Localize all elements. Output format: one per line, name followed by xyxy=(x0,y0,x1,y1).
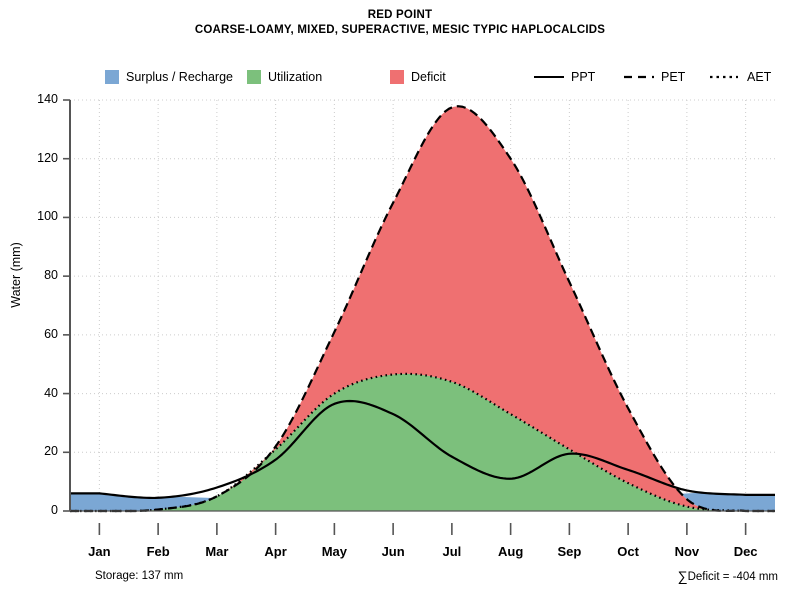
legend-label-aet: AET xyxy=(747,70,772,84)
y-tick-label: 60 xyxy=(44,326,58,341)
dashed-line-icon xyxy=(624,70,654,84)
deficit-color-swatch xyxy=(390,70,404,84)
y-tick-label: 80 xyxy=(44,268,58,283)
x-tick-label-oct: Oct xyxy=(617,544,639,559)
chart-subtitle: COARSE-LOAMY, MIXED, SUPERACTIVE, MESIC … xyxy=(194,24,606,36)
legend-item-aet: AET xyxy=(710,66,771,88)
legend-label-pet: PET xyxy=(661,70,686,84)
y-tick-label: 40 xyxy=(44,385,58,400)
utilization-color-swatch xyxy=(247,70,261,84)
legend-label-ppt: PPT xyxy=(571,70,596,84)
y-tick-label: 100 xyxy=(37,209,58,224)
legend-label-deficit: Deficit xyxy=(411,70,446,84)
legend-item-deficit: Deficit xyxy=(390,66,446,88)
x-tick-label-may: May xyxy=(321,544,348,559)
legend-label-utilization: Utilization xyxy=(268,70,323,84)
x-tick-label-aug: Aug xyxy=(497,544,524,559)
x-tick-label-jul: Jul xyxy=(442,544,462,559)
legend-item-pet: PET xyxy=(624,66,685,88)
y-tick-label: 0 xyxy=(51,503,58,517)
y-tick-label: 20 xyxy=(44,444,58,459)
x-tick-label-dec: Dec xyxy=(733,544,758,559)
chart-legend: Surplus / Recharge Utilization Deficit P… xyxy=(0,66,800,88)
legend-label-surplus: Surplus / Recharge xyxy=(126,70,234,84)
y-tick-label: 120 xyxy=(37,150,58,165)
surplus-color-swatch xyxy=(105,70,119,84)
x-tick-label-apr: Apr xyxy=(264,544,287,559)
storage-note: Storage: 137 mm xyxy=(95,570,184,582)
x-tick-label-sep: Sep xyxy=(557,544,582,559)
x-tick-label-feb: Feb xyxy=(146,544,170,559)
x-tick-label-nov: Nov xyxy=(674,544,700,559)
area-bands xyxy=(70,106,775,512)
legend-item-utilization: Utilization xyxy=(247,66,322,88)
y-tick-label: 140 xyxy=(37,92,58,106)
series-lines xyxy=(70,105,775,513)
deficit-note: ∑Deficit = -404 mm xyxy=(678,568,778,584)
x-tick-label-jan: Jan xyxy=(88,544,111,559)
x-tick-label-jun: Jun xyxy=(381,544,405,559)
axis-lines xyxy=(69,100,775,512)
chart-title-block: RED POINT COARSE-LOAMY, MIXED, SUPERACTI… xyxy=(0,8,800,38)
x-tick-label-mar: Mar xyxy=(205,544,229,559)
solid-line-icon xyxy=(534,70,564,84)
legend-item-ppt: PPT xyxy=(534,66,595,88)
deficit-note-text: Deficit = -404 mm xyxy=(687,571,778,583)
sigma-icon: ∑ xyxy=(677,568,688,584)
dotted-line-icon xyxy=(710,70,740,84)
page-title: RED POINT xyxy=(367,9,433,21)
legend-item-surplus: Surplus / Recharge xyxy=(105,66,233,88)
axis-ticks xyxy=(63,99,747,535)
